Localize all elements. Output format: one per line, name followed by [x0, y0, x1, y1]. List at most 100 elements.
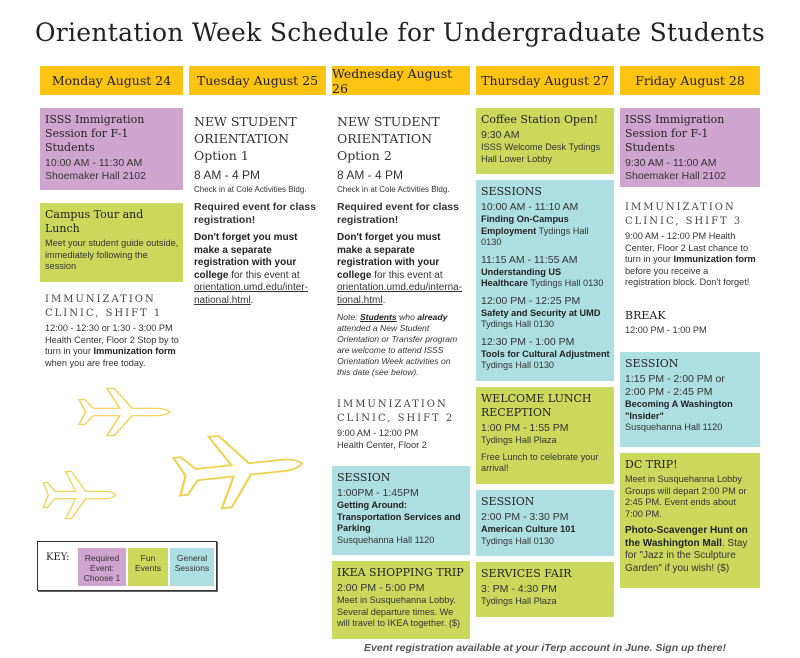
event-block: SESSION 1:00PM - 1:45PM Getting Around: Tr… — [332, 466, 470, 555]
key-label: KEY: — [46, 552, 70, 563]
day-header: Tuesday August 25 — [189, 66, 326, 95]
orientation-link[interactable]: orientation.umd.edu/inter-national.html — [194, 282, 308, 306]
text-segment: Tydings Hall Plaza — [481, 596, 557, 606]
text-segment: 3: PM - 4:30 PM — [481, 583, 557, 595]
text-segment: who — [396, 312, 418, 322]
text-segment: Don't forget you must make a separate re… — [337, 232, 441, 281]
event-detail: 9:30 AM — [481, 129, 610, 142]
event-detail: 2:00 PM - 2:45 PM — [625, 386, 756, 399]
event-detail: Tydings Hall 0130 — [481, 536, 610, 548]
key-fun-events: Fun Events — [128, 548, 168, 586]
event-title: Coffee Station Open! — [481, 113, 599, 126]
color-key: KEY: Required Event: Choose 1 Fun Events… — [37, 541, 217, 591]
text-segment: Shoemaker Hall 2102 — [625, 170, 726, 182]
event-block: IMMUNIZATION CLINIC, SHIFT 1 12:00 - 12:3… — [40, 288, 183, 378]
text-segment: Immunization form — [93, 346, 176, 356]
text-segment: Tydings Hall Plaza — [481, 435, 557, 445]
event-detail: 9:00 AM - 12:00 PM — [337, 428, 466, 440]
text-segment: 10:00 AM - 11:10 AM — [481, 201, 579, 213]
event-title: IKEA SHOPPING TRIP — [337, 566, 464, 579]
text-segment: Meet in Susquehanna Lobby. Several depar… — [337, 595, 461, 628]
text-segment: Tools for Cultural Adjustment — [481, 348, 610, 359]
text-segment: . Stay for "Jazz in the Sculpture Garden… — [625, 537, 748, 574]
text-segment: for this event at — [228, 269, 300, 281]
event-detail: 1:15 PM - 2:00 PM or — [625, 373, 756, 386]
event-title: SESSION — [337, 471, 391, 484]
text-segment: 11:15 AM - 11:55 AM — [481, 253, 578, 266]
event-detail: Meet your student guide outside, immedia… — [45, 238, 179, 273]
text-segment: already — [417, 312, 448, 322]
text-segment: 1:00 PM - 1:55 PM — [481, 422, 569, 434]
text-segment: 1:00PM - 1:45PM — [337, 487, 419, 499]
event-detail: Check in at Cole Activities Bldg. — [337, 185, 466, 195]
event-detail: Becoming A Washington "Insider" — [625, 399, 756, 422]
event-detail: 10:00 AM - 11:30 AM — [45, 157, 179, 170]
event-title: SESSIONS — [481, 185, 542, 198]
event-title: NEW STUDENT ORIENTATION Option 2 — [337, 114, 440, 163]
text-segment: Free Lunch to celebrate your arrival! — [481, 451, 599, 474]
event-block: IMMUNIZATION CLINIC, SHIFT 3 9:00 AM - 12… — [620, 196, 760, 298]
text-segment: . — [382, 294, 386, 306]
text-segment: 12:00 - 12:30 or 1:30 - 3:00 PM Health C… — [45, 323, 179, 356]
event-detail: Check in at Cole Activities Bldg. — [194, 185, 322, 195]
event-block: NEW STUDENT ORIENTATION Option 2 8 AM - 4… — [332, 108, 470, 387]
text-segment: Tydings Hall 0130 — [527, 278, 604, 288]
text-segment: 8 AM - 4 PM — [194, 168, 261, 182]
text-segment: Becoming A Washington "Insider" — [625, 399, 733, 421]
event-detail: 11:15 AM - 11:55 AM — [481, 254, 610, 267]
text-segment: 8 AM - 4 PM — [337, 168, 404, 182]
event-detail: Finding On-Campus Employment Tydings Hal… — [481, 214, 610, 249]
text-segment: Tydings Hall 0130 — [481, 319, 555, 329]
event-title: WELCOME LUNCH RECEPTION — [481, 392, 592, 419]
event-detail: Free Lunch to celebrate your arrival! — [481, 452, 610, 475]
event-title: IMMUNIZATION CLINIC, SHIFT 1 — [45, 294, 163, 319]
event-detail: 9:00 AM - 12:00 PM Health Center, Floor … — [625, 231, 756, 289]
event-title: NEW STUDENT ORIENTATION Option 1 — [194, 114, 297, 163]
text-segment: Note: — [337, 312, 360, 322]
event-detail: Tydings Hall Plaza — [481, 596, 610, 608]
event-detail: 12:00 PM - 1:00 PM — [625, 325, 756, 337]
event-detail: Health Center, Floor 2 — [337, 440, 466, 452]
text-segment: Check in at Cole Activities Bldg. — [194, 185, 307, 194]
event-detail: 1:00PM - 1:45PM — [337, 487, 466, 500]
event-block: SESSIONS 10:00 AM - 11:10 AM Finding On-Ca… — [476, 180, 614, 381]
event-block: ISSS Immigration Session for F-1 Student… — [620, 108, 760, 187]
text-segment: Shoemaker Hall 2102 — [45, 170, 146, 182]
text-segment: Understanding US Healthcare — [481, 266, 562, 289]
event-block: BREAK 12:00 PM - 1:00 PM — [620, 304, 760, 346]
text-segment: Health Center, Floor 2 — [337, 439, 427, 450]
text-segment: 12:00 PM - 12:25 PM — [481, 294, 581, 307]
text-segment: when you are free today. — [45, 357, 146, 368]
text-segment: Don't forget you must make a separate re… — [194, 232, 298, 281]
text-segment: 12:00 PM - 1:00 PM — [625, 325, 707, 335]
registration-footer: Event registration available at your iTe… — [364, 642, 726, 654]
event-detail: 2:00 PM - 3:30 PM — [481, 511, 610, 524]
day-header: Monday August 24 — [40, 66, 183, 95]
page-title: Orientation Week Schedule for Undergradu… — [34, 18, 766, 47]
event-block: Campus Tour and Lunch Meet your student g… — [40, 203, 183, 282]
event-detail: 12:00 - 12:30 or 1:30 - 3:00 PM Health C… — [45, 323, 179, 369]
event-detail: Getting Around: Transportation Services … — [337, 500, 466, 535]
event-detail: Tydings Hall Plaza — [481, 435, 610, 447]
event-title: SESSION — [481, 495, 535, 508]
event-detail: Understanding US Healthcare Tydings Hall… — [481, 267, 610, 290]
event-title: SESSION — [625, 357, 679, 370]
text-segment: Required event for class registration! — [337, 201, 459, 226]
event-detail: Required event for class registration! — [194, 201, 322, 227]
text-segment: Tydings Hall 0130 — [481, 535, 555, 546]
text-segment: 2:00 PM - 3:30 PM — [481, 511, 569, 523]
text-segment: Meet your student guide outside, immedia… — [45, 238, 179, 271]
event-detail: 2:00 PM - 5:00 PM — [337, 582, 466, 595]
text-segment: Photo-Scavenger Hunt on the Washington M… — [625, 525, 748, 549]
event-detail: Susquehanna Hall 1120 — [337, 535, 466, 547]
event-block: Coffee Station Open! 9:30 AM ISSS Welcome … — [476, 108, 614, 174]
event-detail: 1:00 PM - 1:55 PM — [481, 422, 610, 435]
text-segment: attended a New Student Orientation or Tr… — [337, 323, 458, 377]
key-general-sessions: General Sessions — [170, 548, 214, 586]
orientation-link[interactable]: orientation.umd.edu/interna-tional.html — [337, 282, 463, 306]
text-segment: Immunization form — [673, 254, 756, 264]
event-detail: 10:00 AM - 11:10 AM — [481, 201, 610, 214]
text-segment: 9:30 AM — [481, 129, 520, 141]
event-title: IMMUNIZATION CLINIC, SHIFT 2 — [337, 399, 455, 424]
event-title: BREAK — [625, 309, 666, 322]
